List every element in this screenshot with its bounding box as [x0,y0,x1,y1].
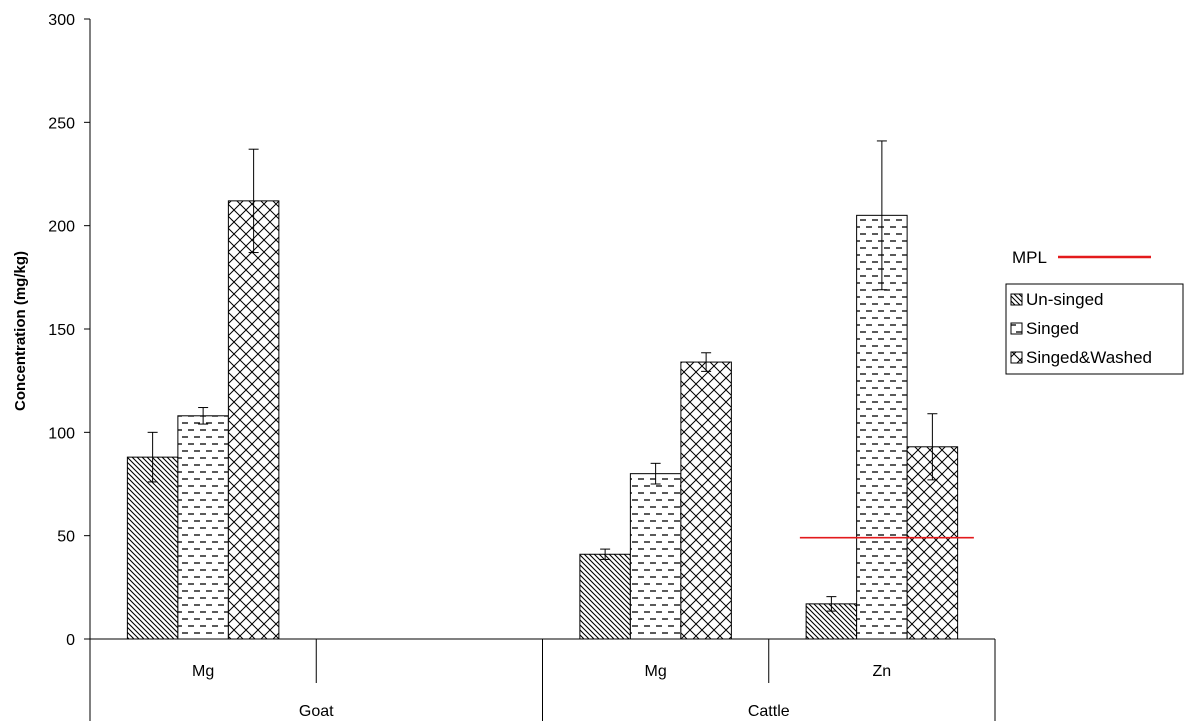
legend-swatch-singed [1010,322,1023,335]
legend-box [1005,283,1184,375]
bar [227,200,280,640]
bar [629,473,682,640]
legend-swatch-singed-washed [1010,351,1023,364]
y-tick-label: 100 [48,425,75,442]
y-axis-title: Concentration (mg/kg) [12,251,29,411]
y-tick-label: 250 [48,115,75,132]
legend-label-singed: Singed [1026,319,1079,338]
bars [126,200,959,640]
legend-swatch-un-singed [1010,293,1023,306]
y-tick-label: 0 [66,632,75,649]
x-category-label: Mg [645,663,667,680]
y-tick-label: 150 [48,322,75,339]
x-category-label: Zn [873,663,892,680]
y-tick-label: 50 [57,529,75,546]
bar [579,553,631,640]
bar [680,361,732,640]
x-group-label: Goat [299,703,334,720]
error-bars [147,140,938,612]
y-tick-label: 200 [48,219,75,236]
legend-label-singed-washed: Singed&Washed [1026,348,1152,367]
legend-label-un-singed: Un-singed [1026,290,1104,309]
legend: MPL Un-singed Singed Singed&Washed [1005,248,1184,375]
bar [177,415,229,640]
x-category-label: Mg [192,663,214,680]
y-tick-label: 300 [48,12,75,29]
legend-mpl-label: MPL [1012,248,1047,267]
y-axis: 0 50 100 150 200 250 300 [48,12,91,721]
x-group-label: Cattle [748,703,790,720]
bar [126,456,179,640]
x-axis: Mg Mg Zn Goat Cattle [90,638,996,721]
